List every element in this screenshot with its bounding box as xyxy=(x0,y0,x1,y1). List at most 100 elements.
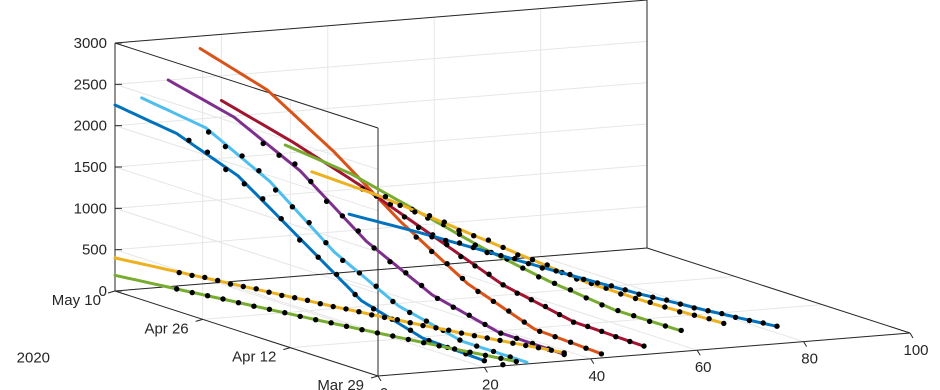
tick-layer: 0 20 40 60 80 100 Mar 29 Apr 12 Apr 26 May 10 2020… xyxy=(17,35,929,390)
data-point xyxy=(490,348,497,355)
data-point xyxy=(251,303,257,309)
data-point xyxy=(613,334,619,340)
data-point xyxy=(774,323,780,329)
data-point xyxy=(618,291,624,297)
data-point xyxy=(567,271,573,278)
data-point xyxy=(390,298,396,305)
data-point xyxy=(721,320,727,327)
x-tick-mark xyxy=(377,375,382,382)
data-point xyxy=(567,287,574,293)
data-point xyxy=(352,291,358,298)
data-point xyxy=(260,196,266,202)
data-point xyxy=(528,297,534,303)
gridline-z-left xyxy=(114,166,379,253)
data-point xyxy=(500,362,506,368)
data-point xyxy=(475,288,481,295)
data-point xyxy=(498,330,504,336)
data-point xyxy=(227,281,234,287)
data-point xyxy=(482,352,489,358)
data-point xyxy=(458,253,464,260)
y-tick-mark xyxy=(370,375,379,379)
gridline-x-floor xyxy=(327,273,591,360)
gridline-z-back xyxy=(114,206,648,251)
series-8 xyxy=(113,256,567,356)
gridline-z-back xyxy=(114,164,648,209)
data-point xyxy=(253,286,259,292)
x-tick-mark xyxy=(590,358,595,365)
data-point xyxy=(467,349,473,355)
x-tick-label: 100 xyxy=(903,342,928,359)
data-point xyxy=(394,317,401,323)
data-point xyxy=(520,265,526,271)
data-point xyxy=(433,325,439,331)
data-point xyxy=(500,244,506,251)
series-layer xyxy=(113,47,780,368)
data-point xyxy=(266,306,273,312)
data-point xyxy=(646,318,653,325)
data-point xyxy=(583,295,589,301)
x-tick-mark xyxy=(909,332,914,339)
data-point xyxy=(457,337,463,343)
data-point xyxy=(176,269,182,276)
data-point xyxy=(470,244,476,251)
z-tick-label: 3000 xyxy=(74,35,107,52)
data-point xyxy=(663,297,670,303)
series-3 xyxy=(198,47,605,357)
data-point xyxy=(760,320,766,326)
series-0 xyxy=(113,103,506,368)
data-point xyxy=(627,338,633,345)
data-point xyxy=(553,268,559,274)
data-point xyxy=(471,333,478,339)
data-point xyxy=(484,249,490,256)
data-point xyxy=(240,283,246,290)
series-line xyxy=(283,143,683,333)
data-point xyxy=(474,343,480,349)
data-point xyxy=(458,330,465,336)
data-point xyxy=(641,343,647,349)
data-point xyxy=(500,282,506,288)
data-point xyxy=(333,271,340,278)
data-point xyxy=(382,194,389,200)
data-point xyxy=(506,308,512,314)
data-point xyxy=(174,286,180,292)
data-point xyxy=(429,248,435,255)
data-point xyxy=(585,323,591,330)
gridline-y-floor xyxy=(290,304,823,349)
data-point xyxy=(415,224,422,231)
y-tick-label: May 10 xyxy=(52,292,101,309)
z-tick-label: 1000 xyxy=(74,200,107,217)
data-point xyxy=(292,295,298,301)
data-point xyxy=(678,327,684,334)
data-point xyxy=(472,263,478,269)
data-point xyxy=(355,228,361,234)
data-point xyxy=(485,237,492,243)
data-point xyxy=(691,312,698,318)
series-line xyxy=(140,96,529,364)
y-year-label: 2020 xyxy=(17,350,50,367)
x-tick-label: 40 xyxy=(588,368,605,385)
data-point xyxy=(705,308,711,314)
data-point xyxy=(260,140,266,147)
data-point xyxy=(525,260,532,267)
data-point xyxy=(241,181,247,187)
data-point xyxy=(615,307,621,314)
data-point xyxy=(289,204,296,210)
data-point xyxy=(308,178,314,185)
data-point xyxy=(306,219,312,226)
y-tick-label: Apr 26 xyxy=(144,320,188,337)
data-point xyxy=(450,304,456,310)
data-point xyxy=(456,227,462,234)
gridline-z-back xyxy=(114,123,648,168)
data-point xyxy=(317,301,323,307)
y-tick-mark xyxy=(107,290,116,294)
data-point xyxy=(691,305,697,311)
grid-layer xyxy=(114,0,911,377)
data-point xyxy=(514,290,520,296)
x-tick-label: 0 xyxy=(380,385,388,390)
series-line xyxy=(198,47,603,356)
data-point xyxy=(434,295,441,302)
data-point xyxy=(498,252,504,259)
data-point xyxy=(513,358,519,365)
data-point xyxy=(369,312,375,318)
z-tick-label: 2500 xyxy=(74,76,107,93)
